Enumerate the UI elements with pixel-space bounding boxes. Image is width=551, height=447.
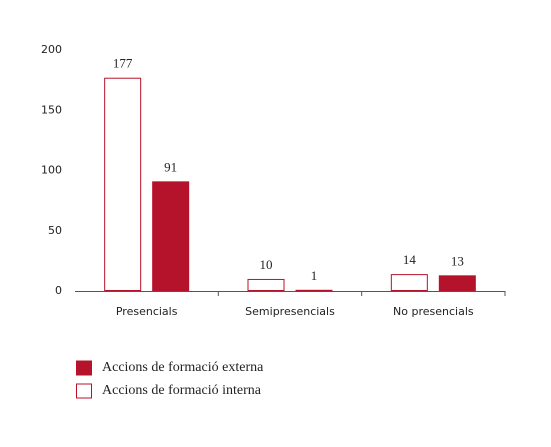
legend-label: Accions de formació interna (102, 383, 262, 398)
y-tick-label: 200 (41, 43, 62, 56)
bar (247, 278, 285, 292)
x-tick-label: No presencials (393, 305, 474, 318)
value-label: 14 (403, 252, 417, 267)
legend-swatch (76, 360, 92, 376)
bar (390, 274, 428, 292)
value-label: 1 (311, 268, 318, 283)
legend-label: Accions de formació externa (102, 360, 264, 375)
value-label: 13 (451, 253, 464, 268)
value-label: 91 (164, 159, 177, 174)
x-tick-label: Presencials (116, 305, 178, 318)
x-tick-label: Semipresencials (245, 305, 335, 318)
y-tick-label: 50 (48, 224, 62, 237)
bar (104, 77, 142, 291)
y-tick-label: 0 (55, 284, 62, 297)
bar (438, 275, 476, 291)
y-tick-label: 100 (41, 164, 62, 177)
bar (295, 289, 333, 292)
value-label: 177 (113, 56, 133, 71)
legend-swatch (76, 383, 92, 399)
value-label: 10 (260, 257, 273, 272)
y-tick-label: 150 (41, 103, 62, 116)
bar (152, 181, 190, 291)
